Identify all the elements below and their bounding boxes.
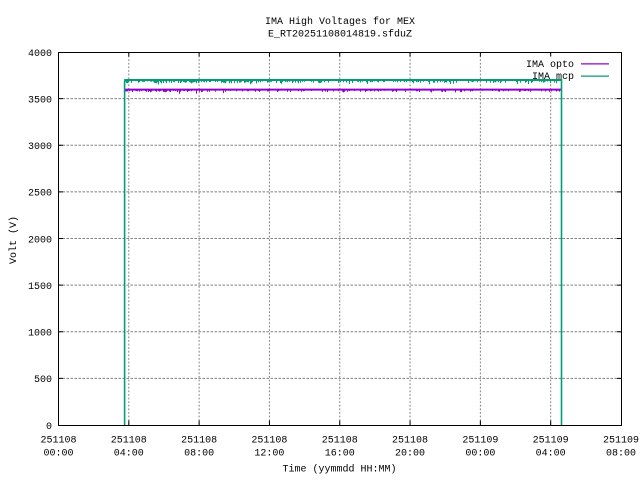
svg-text:251108: 251108 xyxy=(322,436,358,447)
svg-text:4000: 4000 xyxy=(28,49,52,60)
svg-text:500: 500 xyxy=(34,375,52,386)
svg-text:251108: 251108 xyxy=(111,436,147,447)
svg-text:12:00: 12:00 xyxy=(254,449,284,460)
svg-text:2500: 2500 xyxy=(28,189,52,200)
svg-text:08:00: 08:00 xyxy=(606,449,636,460)
svg-text:2000: 2000 xyxy=(28,235,52,246)
svg-text:Volt (V): Volt (V) xyxy=(8,216,20,264)
svg-text:IMA mcp: IMA mcp xyxy=(532,72,574,83)
svg-text:IMA High Voltages for MEX: IMA High Voltages for MEX xyxy=(265,16,415,28)
svg-text:1000: 1000 xyxy=(28,329,52,340)
svg-text:08:00: 08:00 xyxy=(184,449,214,460)
svg-text:251108: 251108 xyxy=(181,436,217,447)
svg-text:3500: 3500 xyxy=(28,95,52,106)
svg-text:04:00: 04:00 xyxy=(114,449,144,460)
svg-text:0: 0 xyxy=(46,422,52,433)
svg-text:251109: 251109 xyxy=(533,436,569,447)
svg-text:16:00: 16:00 xyxy=(325,449,355,460)
svg-text:251108: 251108 xyxy=(251,436,287,447)
svg-text:E_RT20251108014819.sfduZ: E_RT20251108014819.sfduZ xyxy=(268,29,412,41)
svg-text:251108: 251108 xyxy=(392,436,428,447)
svg-text:Time (yymmdd HH:MM): Time (yymmdd HH:MM) xyxy=(282,464,396,476)
svg-text:251109: 251109 xyxy=(462,436,498,447)
svg-text:00:00: 00:00 xyxy=(43,449,73,460)
svg-text:04:00: 04:00 xyxy=(536,449,566,460)
svg-text:20:00: 20:00 xyxy=(395,449,425,460)
svg-text:251109: 251109 xyxy=(603,436,639,447)
svg-text:IMA opto: IMA opto xyxy=(526,60,574,71)
svg-text:1500: 1500 xyxy=(28,282,52,293)
svg-text:251108: 251108 xyxy=(40,436,76,447)
svg-text:00:00: 00:00 xyxy=(465,449,495,460)
svg-text:3000: 3000 xyxy=(28,142,52,153)
